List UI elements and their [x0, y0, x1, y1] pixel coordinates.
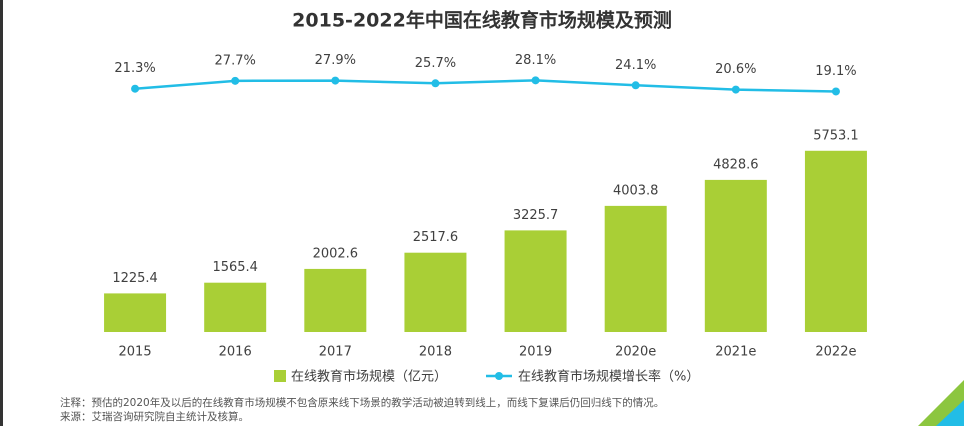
bar — [804, 150, 867, 332]
data-label: 27.7% — [215, 53, 256, 68]
corner-decor — [936, 400, 964, 426]
x-tick-label: 2016 — [219, 345, 252, 360]
point — [331, 76, 340, 85]
line — [134, 79, 836, 93]
legend-swatch — [274, 370, 286, 382]
x-tick-label: 2020e — [615, 345, 656, 360]
legend-label: 在线教育市场规模增长率（%） — [518, 369, 699, 385]
data-label: 4828.6 — [713, 157, 759, 172]
point — [231, 76, 240, 85]
bar — [104, 293, 167, 332]
data-label: 3225.7 — [513, 208, 559, 223]
data-label: 27.9% — [315, 53, 356, 68]
bar — [404, 252, 467, 332]
data-label: 28.1% — [515, 53, 556, 68]
x-tick-label: 2017 — [319, 345, 352, 360]
source: 来源：艾瑞咨询研究院自主统计及核算。 — [60, 410, 249, 423]
data-label: 2002.6 — [313, 246, 359, 261]
data-label: 24.1% — [615, 58, 656, 73]
edge-bar — [0, 0, 3, 426]
data-label: 25.7% — [415, 56, 456, 71]
x-tick-label: 2015 — [119, 345, 152, 360]
x-tick-label: 2019 — [519, 345, 552, 360]
point — [131, 84, 140, 93]
data-label: 5753.1 — [813, 128, 859, 143]
note: 注释：预估的2020年及以后的在线教育市场规模不包含原来线下场景的教学活动被迫转… — [60, 396, 664, 409]
data-label: 20.6% — [715, 62, 756, 77]
data-label: 2517.6 — [413, 230, 459, 245]
data-label: 1225.4 — [112, 271, 158, 286]
x-tick-label: 2021e — [715, 345, 756, 360]
point — [831, 87, 840, 96]
point — [731, 85, 740, 94]
legend-swatch — [495, 372, 503, 380]
data-label: 21.3% — [114, 61, 155, 76]
bar — [704, 179, 767, 332]
x-tick-label: 2022e — [815, 345, 856, 360]
point — [531, 76, 540, 85]
point — [631, 81, 640, 90]
chart-title: 2015-2022年中国在线教育市场规模及预测 — [292, 9, 672, 32]
legend-label: 在线教育市场规模（亿元） — [291, 369, 447, 385]
point — [431, 79, 440, 88]
data-label: 4003.8 — [613, 183, 659, 198]
data-label: 1565.4 — [212, 260, 258, 275]
bar — [504, 230, 567, 332]
data-label: 19.1% — [815, 64, 856, 79]
bar — [304, 268, 367, 332]
bar — [204, 282, 267, 332]
x-tick-label: 2018 — [419, 345, 452, 360]
bar — [604, 205, 667, 332]
